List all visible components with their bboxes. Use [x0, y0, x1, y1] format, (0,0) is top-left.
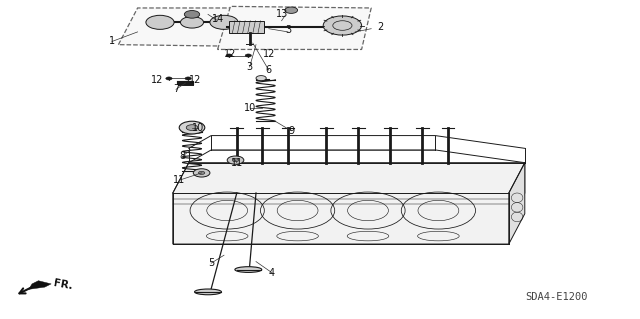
- Polygon shape: [118, 8, 243, 46]
- Text: 10: 10: [192, 122, 205, 133]
- Circle shape: [186, 125, 198, 130]
- Text: 3: 3: [246, 62, 253, 72]
- Circle shape: [245, 54, 252, 57]
- Text: 9: 9: [288, 126, 294, 136]
- Circle shape: [146, 15, 174, 29]
- Circle shape: [323, 16, 362, 35]
- Circle shape: [166, 77, 172, 80]
- Ellipse shape: [235, 267, 262, 272]
- Circle shape: [210, 15, 238, 29]
- Text: 10: 10: [243, 103, 256, 114]
- Circle shape: [232, 159, 239, 162]
- Circle shape: [226, 54, 232, 57]
- Bar: [229, 21, 264, 33]
- Text: 5: 5: [208, 258, 214, 268]
- Text: 2: 2: [378, 22, 384, 32]
- Text: 7: 7: [173, 84, 179, 94]
- Circle shape: [227, 156, 244, 164]
- Circle shape: [185, 77, 191, 80]
- Circle shape: [193, 169, 210, 177]
- Circle shape: [184, 11, 200, 18]
- Text: 6: 6: [266, 65, 272, 75]
- Ellipse shape: [195, 289, 221, 295]
- Text: 3: 3: [285, 25, 291, 35]
- Text: 12: 12: [189, 75, 202, 85]
- Circle shape: [198, 171, 205, 174]
- Text: 12: 12: [262, 49, 275, 59]
- Text: 11: 11: [173, 175, 186, 185]
- Circle shape: [180, 17, 204, 28]
- Polygon shape: [218, 6, 371, 49]
- Polygon shape: [173, 163, 525, 244]
- Text: FR.: FR.: [53, 278, 74, 292]
- Polygon shape: [509, 163, 525, 244]
- Text: SDA4-E1200: SDA4-E1200: [525, 292, 588, 302]
- Text: 8: 8: [179, 151, 186, 161]
- Text: 12: 12: [224, 49, 237, 59]
- Polygon shape: [29, 281, 51, 289]
- Text: 12: 12: [150, 75, 163, 85]
- Text: 11: 11: [230, 158, 243, 168]
- Circle shape: [179, 121, 205, 134]
- Text: 4: 4: [269, 268, 275, 278]
- Text: 14: 14: [211, 14, 224, 24]
- Circle shape: [285, 7, 298, 13]
- Text: 13: 13: [275, 9, 288, 19]
- Text: 1: 1: [109, 36, 115, 47]
- Circle shape: [256, 76, 266, 81]
